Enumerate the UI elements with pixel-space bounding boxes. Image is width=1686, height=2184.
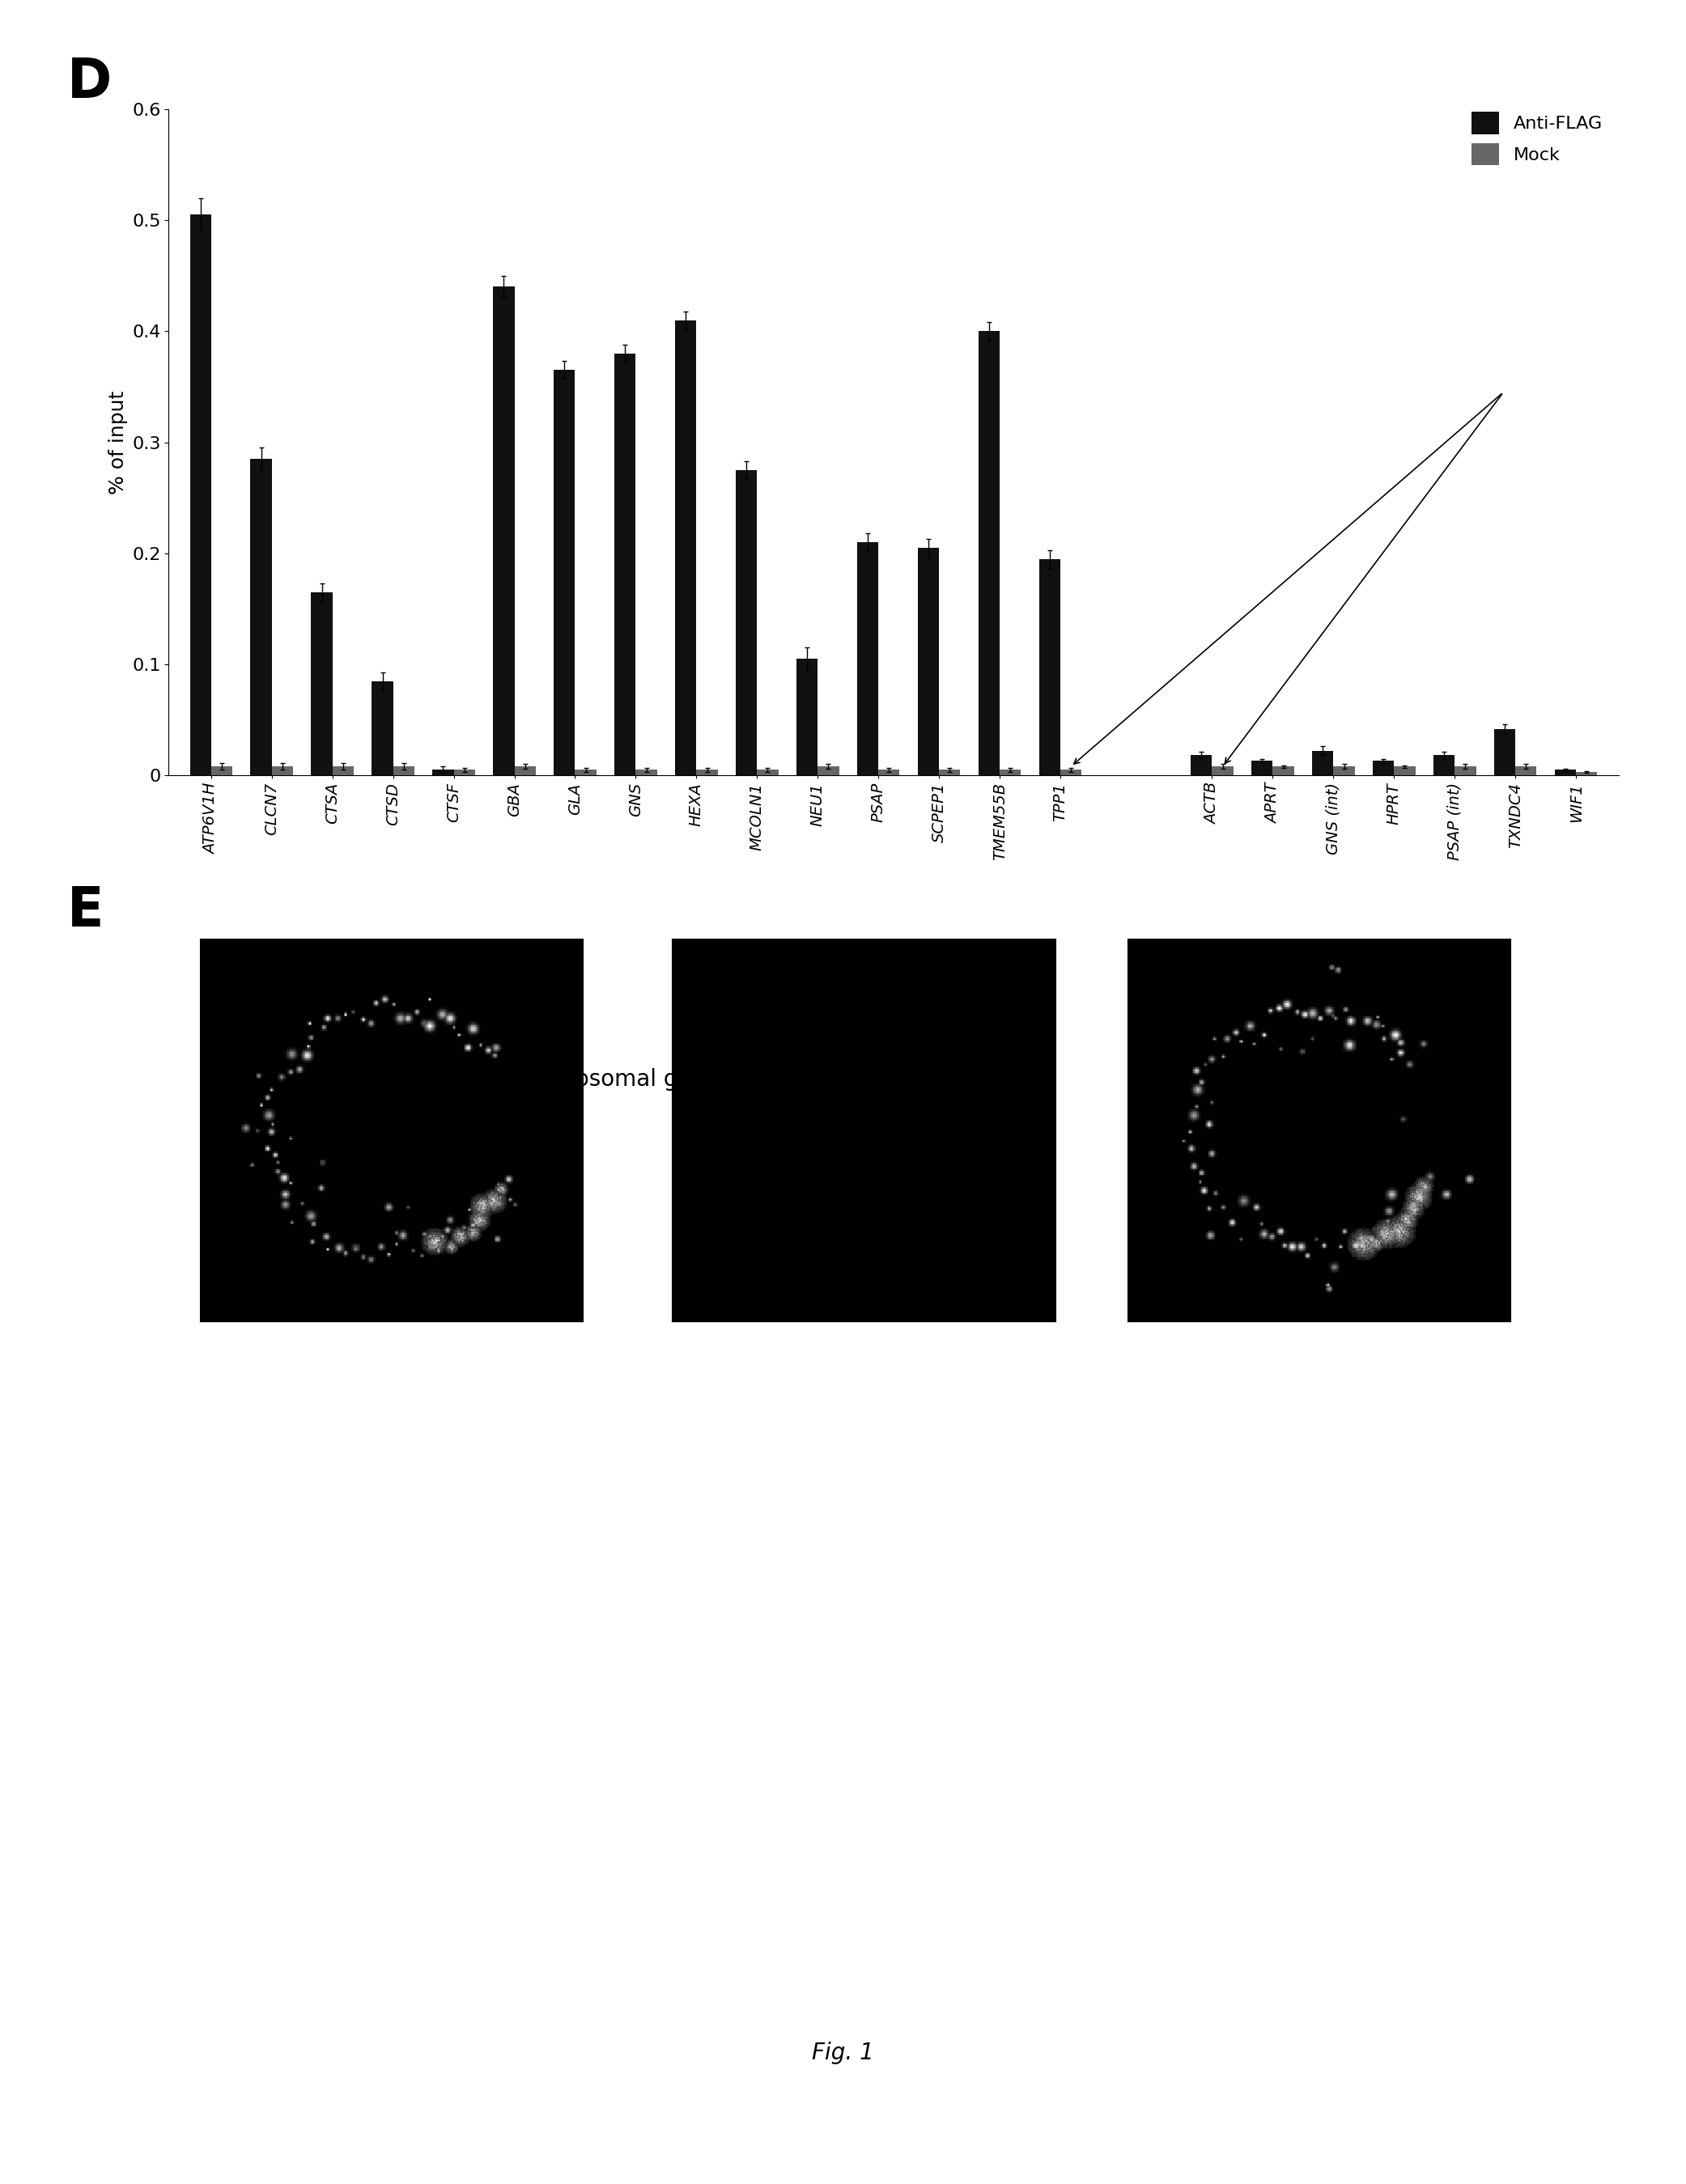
- Bar: [211, 767, 233, 775]
- Bar: [856, 542, 878, 775]
- Bar: [1251, 760, 1273, 775]
- Bar: [1433, 756, 1455, 775]
- Text: E: E: [67, 885, 105, 937]
- Text: Fig. 1: Fig. 1: [813, 2042, 873, 2064]
- Bar: [1060, 769, 1082, 775]
- Bar: [917, 548, 939, 775]
- Bar: [939, 769, 961, 775]
- Text: D: D: [67, 57, 111, 109]
- Bar: [514, 767, 536, 775]
- Bar: [1494, 729, 1516, 775]
- Bar: [1455, 767, 1475, 775]
- Bar: [674, 321, 696, 775]
- Bar: [191, 214, 211, 775]
- Bar: [1334, 767, 1354, 775]
- Bar: [1190, 756, 1212, 775]
- Bar: [1516, 767, 1536, 775]
- Bar: [1312, 751, 1334, 775]
- Bar: [1576, 771, 1597, 775]
- Bar: [818, 767, 840, 775]
- Bar: [1554, 769, 1576, 775]
- Y-axis label: % of input: % of input: [108, 391, 128, 494]
- Bar: [251, 459, 271, 775]
- Bar: [978, 332, 1000, 775]
- Bar: [575, 769, 597, 775]
- Text: Lysosomal genes: Lysosomal genes: [540, 1068, 732, 1092]
- Bar: [373, 681, 393, 775]
- Bar: [614, 354, 636, 775]
- Bar: [1000, 769, 1022, 775]
- Bar: [271, 767, 293, 775]
- Bar: [433, 769, 454, 775]
- Bar: [636, 769, 658, 775]
- Bar: [312, 592, 332, 775]
- Bar: [878, 769, 900, 775]
- Bar: [1273, 767, 1293, 775]
- Bar: [553, 369, 575, 775]
- Bar: [494, 286, 514, 775]
- Bar: [757, 769, 779, 775]
- Bar: [1039, 559, 1060, 775]
- Bar: [454, 769, 475, 775]
- Bar: [332, 767, 354, 775]
- Bar: [393, 767, 415, 775]
- Text: Controls: Controls: [1347, 1068, 1440, 1092]
- Bar: [1372, 760, 1394, 775]
- Bar: [735, 470, 757, 775]
- Bar: [1212, 767, 1234, 775]
- Bar: [796, 660, 818, 775]
- Bar: [1394, 767, 1415, 775]
- Legend: Anti-FLAG, Mock: Anti-FLAG, Mock: [1465, 105, 1610, 173]
- Bar: [696, 769, 718, 775]
